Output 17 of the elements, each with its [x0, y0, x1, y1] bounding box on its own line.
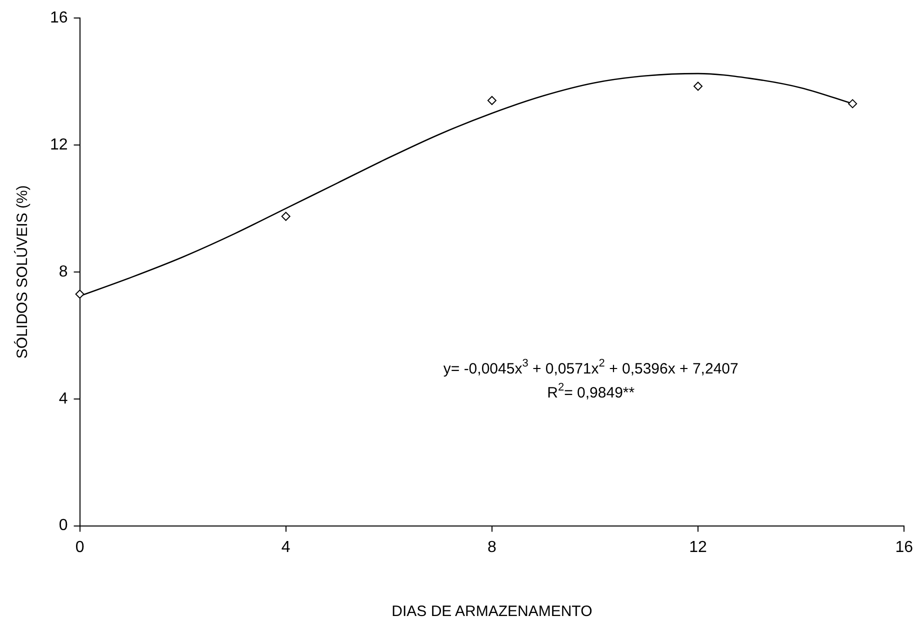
- point: [75, 290, 84, 299]
- y-tick-label: 8: [58, 263, 68, 280]
- x-tick-label: 8: [487, 538, 496, 556]
- x-tick-label: 0: [75, 538, 84, 556]
- point: [848, 99, 858, 108]
- point: [281, 212, 290, 221]
- y-tick-label: 4: [58, 390, 68, 408]
- x-tick-label: 4: [281, 538, 290, 556]
- x-tick-label: 12: [689, 538, 708, 556]
- y-axis-title: SÓLIDOS SOLÚVEIS (%): [13, 185, 32, 359]
- y-tick-label: 16: [50, 9, 68, 26]
- x-axis-title: DIAS DE ARMAZENAMENTO: [392, 603, 592, 620]
- y-tick-label: 0: [58, 517, 68, 534]
- x-tick-label: 16: [895, 538, 914, 556]
- point: [694, 82, 703, 91]
- point: [487, 96, 496, 106]
- y-tick-label: 12: [50, 136, 68, 154]
